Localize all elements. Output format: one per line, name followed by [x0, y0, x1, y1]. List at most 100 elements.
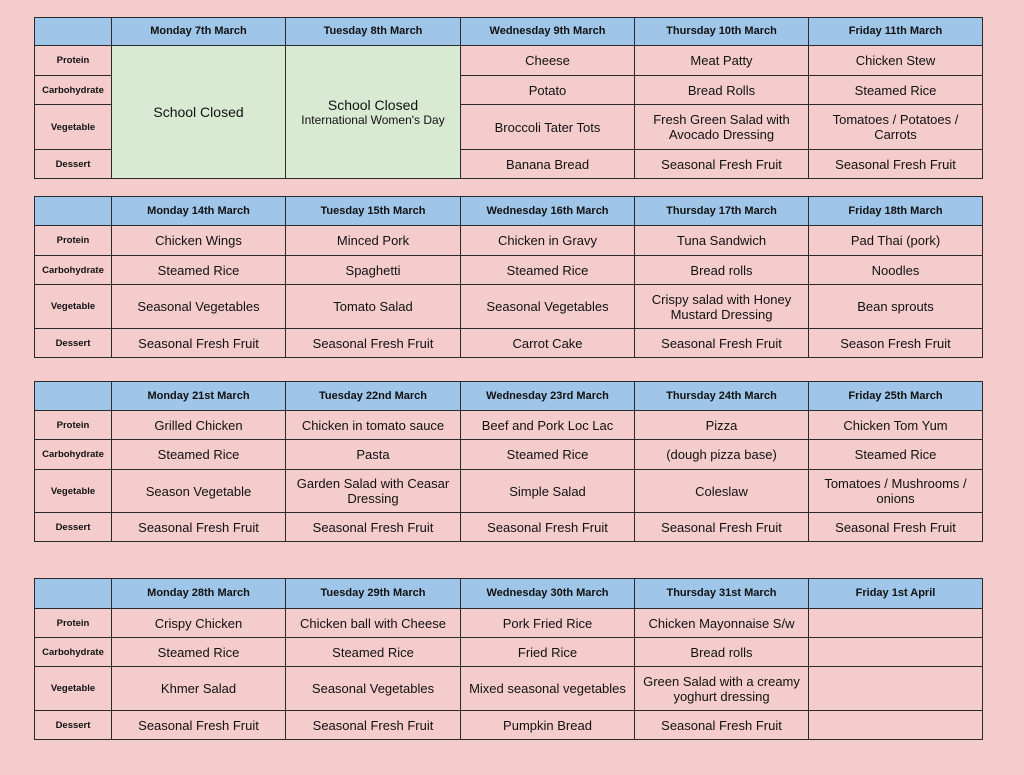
header-row: Monday 14th March Tuesday 15th March Wedne… — [34, 196, 983, 226]
row-label-dessert: Dessert — [34, 710, 112, 740]
meal-cell: Mixed seasonal vegetables — [460, 666, 635, 711]
meal-cell: Seasonal Fresh Fruit — [634, 328, 809, 358]
header-row: Monday 7th March Tuesday 8th March Wednesd… — [34, 17, 983, 46]
day-header: Wednesday 9th March — [460, 17, 635, 46]
meal-cell: Pumpkin Bread — [460, 710, 635, 740]
meal-cell: Pad Thai (pork) — [808, 225, 983, 256]
row-label-carbohydrate: Carbohydrate — [34, 439, 112, 470]
meal-cell: Carrot Cake — [460, 328, 635, 358]
meal-cell — [808, 637, 983, 667]
header-corner — [34, 17, 112, 46]
meal-cell: Chicken ball with Cheese — [285, 608, 461, 638]
meal-cell: Steamed Rice — [111, 637, 286, 667]
day-header: Monday 7th March — [111, 17, 286, 46]
table-row: Protein School Closed School Closed Interna… — [34, 45, 983, 179]
meal-cell: Cheese — [460, 45, 635, 76]
table-row: Carbohydrate Steamed Rice Spaghetti Steamed… — [34, 255, 983, 285]
meal-cell: Seasonal Fresh Fruit — [111, 710, 286, 740]
row-label-dessert: Dessert — [34, 512, 112, 542]
meal-cell: Beef and Pork Loc Lac — [460, 410, 635, 440]
school-closed-cell: School Closed International Women's Day — [285, 45, 461, 179]
row-label-dessert: Dessert — [34, 149, 112, 179]
meal-cell: Seasonal Fresh Fruit — [285, 328, 461, 358]
day-header: Thursday 24th March — [634, 381, 809, 411]
meal-cell: Seasonal Vegetables — [460, 284, 635, 329]
meal-cell: Steamed Rice — [111, 439, 286, 470]
day-header: Monday 14th March — [111, 196, 286, 226]
meal-cell: Season Fresh Fruit — [808, 328, 983, 358]
meal-cell: Seasonal Fresh Fruit — [634, 512, 809, 542]
row-label-protein: Protein — [34, 45, 112, 76]
meal-cell: Seasonal Fresh Fruit — [111, 328, 286, 358]
day-header: Thursday 17th March — [634, 196, 809, 226]
table-row: Carbohydrate Steamed Rice Steamed Rice Frie… — [34, 637, 983, 667]
day-header: Thursday 10th March — [634, 17, 809, 46]
day-header: Monday 21st March — [111, 381, 286, 411]
week-table-4: Monday 28th March Tuesday 29th March Wedne… — [34, 578, 983, 740]
meal-cell: Green Salad with a creamy yoghurt dressi… — [634, 666, 809, 711]
row-label-protein: Protein — [34, 410, 112, 440]
meal-cell: Chicken Mayonnaise S/w — [634, 608, 809, 638]
meal-cell: (dough pizza base) — [634, 439, 809, 470]
row-label-carbohydrate: Carbohydrate — [34, 255, 112, 285]
day-header: Friday 1st April — [808, 578, 983, 609]
row-label-protein: Protein — [34, 225, 112, 256]
table-row: Dessert Banana Bread Seasonal Fresh Fruit S… — [34, 149, 983, 179]
day-header: Monday 28th March — [111, 578, 286, 609]
day-header: Tuesday 8th March — [285, 17, 461, 46]
row-label-vegetable: Vegetable — [34, 469, 112, 513]
meal-cell: Chicken Wings — [111, 225, 286, 256]
meal-cell: Minced Pork — [285, 225, 461, 256]
meal-cell: Seasonal Fresh Fruit — [634, 710, 809, 740]
meal-cell: Noodles — [808, 255, 983, 285]
meal-cell: Season Vegetable — [111, 469, 286, 513]
meal-cell: Tomato Salad — [285, 284, 461, 329]
meal-cell: Crispy Chicken — [111, 608, 286, 638]
meal-cell: Pizza — [634, 410, 809, 440]
row-label-carbohydrate: Carbohydrate — [34, 75, 112, 105]
table-row: Protein Crispy Chicken Chicken ball with C… — [34, 608, 983, 638]
meal-cell: Chicken Stew — [808, 45, 983, 76]
meal-cell: Chicken Tom Yum — [808, 410, 983, 440]
week-table-3: Monday 21st March Tuesday 22nd March Wedne… — [34, 381, 983, 542]
meal-cell: Steamed Rice — [285, 637, 461, 667]
row-label-vegetable: Vegetable — [34, 104, 112, 150]
header-corner — [34, 196, 112, 226]
meal-cell: Seasonal Fresh Fruit — [808, 512, 983, 542]
row-label-dessert: Dessert — [34, 328, 112, 358]
table-row: Carbohydrate Potato Bread Rolls Steamed Ric… — [34, 75, 983, 105]
meal-cell: Spaghetti — [285, 255, 461, 285]
table-row: Protein Chicken Wings Minced Pork Chicken i… — [34, 225, 983, 256]
meal-cell: Steamed Rice — [808, 439, 983, 470]
table-row: Carbohydrate Steamed Rice Pasta Steamed Ric… — [34, 439, 983, 470]
table-row: Vegetable Seasonal Vegetables Tomato Salad… — [34, 284, 983, 329]
meal-cell: Bread Rolls — [634, 75, 809, 105]
closed-title: School Closed — [327, 96, 419, 113]
meal-cell: Tuna Sandwich — [634, 225, 809, 256]
meal-cell: Steamed Rice — [460, 439, 635, 470]
meal-cell: Seasonal Vegetables — [285, 666, 461, 711]
row-label-protein: Protein — [34, 608, 112, 638]
day-header: Tuesday 29th March — [285, 578, 461, 609]
meal-cell: Seasonal Fresh Fruit — [634, 149, 809, 179]
meal-cell: Pasta — [285, 439, 461, 470]
meal-cell: Pork Fried Rice — [460, 608, 635, 638]
meal-cell: Chicken in tomato sauce — [285, 410, 461, 440]
table-row: Vegetable Khmer Salad Seasonal Vegetables M… — [34, 666, 983, 711]
closed-title: School Closed — [153, 103, 244, 120]
meal-cell: Bread rolls — [634, 255, 809, 285]
meal-cell: Crispy salad with Honey Mustard Dressing — [634, 284, 809, 329]
table-row: Vegetable Broccoli Tater Tots Fresh Green … — [34, 104, 983, 150]
day-header: Friday 18th March — [808, 196, 983, 226]
meal-cell: Banana Bread — [460, 149, 635, 179]
meal-cell: Potato — [460, 75, 635, 105]
row-label-vegetable: Vegetable — [34, 666, 112, 711]
day-header: Wednesday 30th March — [460, 578, 635, 609]
meal-cell: Steamed Rice — [808, 75, 983, 105]
meal-cell: Tomatoes / Potatoes / Carrots — [808, 104, 983, 150]
row-label-carbohydrate: Carbohydrate — [34, 637, 112, 667]
day-header: Friday 11th March — [808, 17, 983, 46]
meal-cell: Seasonal Fresh Fruit — [285, 512, 461, 542]
meal-cell: Bread rolls — [634, 637, 809, 667]
meal-cell: Seasonal Fresh Fruit — [285, 710, 461, 740]
